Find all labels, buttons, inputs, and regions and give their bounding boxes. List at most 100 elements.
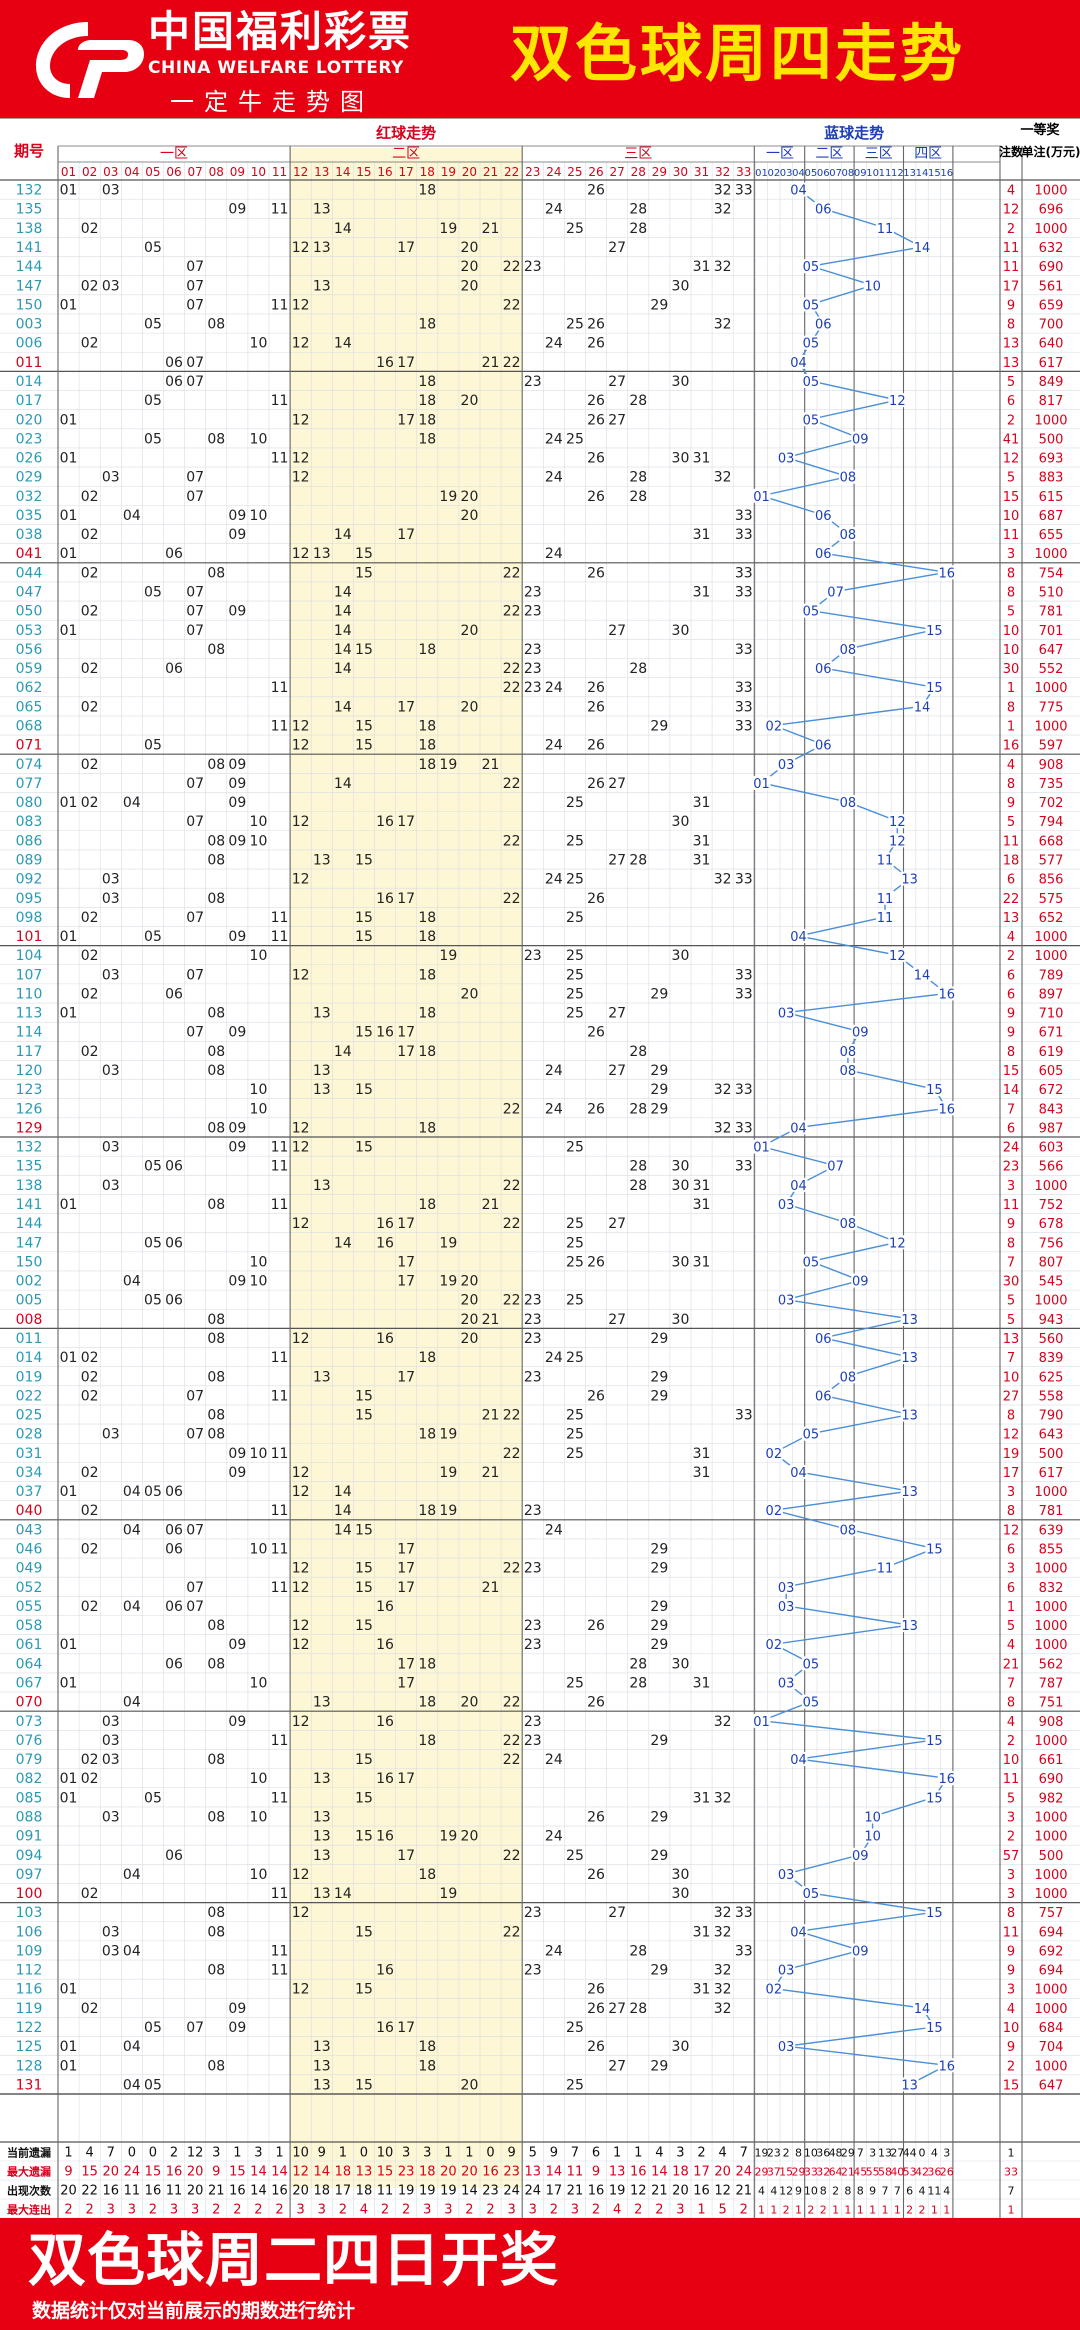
red-ball: 18 xyxy=(418,2039,436,2055)
prize-count: 13 xyxy=(1003,1332,1020,1347)
blue-ball-halo xyxy=(801,1886,820,1901)
red-ball: 17 xyxy=(397,1848,415,1864)
red-ball: 20 xyxy=(461,240,479,256)
issue-number: 083 xyxy=(16,814,43,830)
blue-ball: 04 xyxy=(790,1121,807,1136)
blue-ball-halo xyxy=(900,1407,919,1422)
red-ball: 02 xyxy=(81,1369,99,1385)
issue-number: 138 xyxy=(16,221,43,237)
red-ball: 20 xyxy=(461,278,479,294)
blue-ball: 12 xyxy=(889,394,906,409)
red-ball: 18 xyxy=(418,183,436,199)
red-ball: 17 xyxy=(397,527,415,543)
red-ball: 07 xyxy=(186,374,204,390)
red-ball: 25 xyxy=(566,986,584,1002)
prize-count: 3 xyxy=(1007,547,1015,562)
issue-number: 061 xyxy=(16,1637,43,1653)
red-stat-value: 1 xyxy=(465,2146,473,2161)
prize-count: 5 xyxy=(1007,1294,1015,1309)
table-row: 076 03 11 18 22 23 29 15 2 1000 xyxy=(16,1733,1068,1749)
red-ball: 22 xyxy=(503,1408,521,1424)
red-number-header: 26 xyxy=(588,165,603,179)
red-ball: 28 xyxy=(629,1101,647,1117)
issue-number: 065 xyxy=(16,699,43,715)
red-stat-value: 3 xyxy=(676,2146,684,2161)
blue-ball: 02 xyxy=(766,719,783,734)
red-number-header: 14 xyxy=(335,165,350,179)
red-ball: 08 xyxy=(207,2058,225,2074)
red-ball: 26 xyxy=(587,2001,605,2017)
prize-count: 8 xyxy=(1007,318,1015,333)
red-ball: 13 xyxy=(313,1829,331,1845)
red-stat-value: 16 xyxy=(166,2165,183,2180)
issue-number: 125 xyxy=(16,2039,43,2055)
prize-count: 17 xyxy=(1003,1466,1020,1481)
blue-ball: 04 xyxy=(790,1466,807,1481)
red-stat-value: 4 xyxy=(86,2146,94,2161)
red-ball: 25 xyxy=(566,1293,584,1309)
red-ball: 30 xyxy=(672,1867,690,1883)
red-ball: 12 xyxy=(292,872,310,888)
red-stat-value: 10 xyxy=(377,2146,394,2161)
red-ball: 12 xyxy=(292,1140,310,1156)
blue-ball: 08 xyxy=(840,471,857,486)
blue-stat-extra: 7 xyxy=(1008,2185,1015,2198)
red-ball: 22 xyxy=(503,680,521,696)
red-ball: 05 xyxy=(144,2077,162,2093)
red-stat-value: 16 xyxy=(588,2184,605,2199)
red-ball: 19 xyxy=(439,1465,457,1481)
blue-ball-halo xyxy=(814,661,833,676)
red-stat-value: 12 xyxy=(714,2184,731,2199)
issue-number: 086 xyxy=(16,833,43,849)
blue-stat-value: 45 xyxy=(853,2166,867,2179)
red-ball: 26 xyxy=(587,1982,605,1998)
red-ball: 26 xyxy=(587,1025,605,1041)
red-number-header: 17 xyxy=(399,165,414,179)
red-ball: 15 xyxy=(355,565,373,581)
prize-amount: 807 xyxy=(1039,1255,1064,1270)
prize-amount: 756 xyxy=(1039,1236,1064,1251)
issue-number: 126 xyxy=(16,1101,43,1117)
blue-ball-halo xyxy=(801,297,820,312)
red-ball: 19 xyxy=(439,1503,457,1519)
table-row: 138 03 13 22 28 30 31 04 3 1000 xyxy=(16,1178,1068,1194)
red-ball: 01 xyxy=(60,1484,78,1500)
red-ball: 02 xyxy=(81,604,99,620)
red-number-header: 31 xyxy=(694,165,709,179)
prize-count: 6 xyxy=(1007,1581,1015,1596)
red-ball: 23 xyxy=(524,1618,542,1634)
red-ball: 18 xyxy=(418,757,436,773)
red-ball: 18 xyxy=(418,1197,436,1213)
blue-ball: 13 xyxy=(901,873,918,888)
red-ball: 04 xyxy=(123,1484,141,1500)
prize-count: 27 xyxy=(1003,1389,1020,1404)
red-ball: 15 xyxy=(355,1140,373,1156)
blue-ball: 10 xyxy=(864,279,881,294)
red-ball: 01 xyxy=(60,1006,78,1022)
red-ball: 32 xyxy=(714,872,732,888)
red-stat-value: 0 xyxy=(360,2146,368,2161)
red-ball: 01 xyxy=(60,1350,78,1366)
prize-count: 23 xyxy=(1003,1160,1020,1175)
red-ball: 09 xyxy=(228,508,246,524)
prize-count: 4 xyxy=(1007,1638,1015,1653)
red-ball: 02 xyxy=(81,1752,99,1768)
red-ball: 29 xyxy=(650,1809,668,1825)
blue-stat-value: 7 xyxy=(881,2185,888,2198)
red-ball: 18 xyxy=(418,1656,436,1672)
prize-amount: 1000 xyxy=(1034,1562,1067,1577)
red-ball: 01 xyxy=(60,623,78,639)
prize-count: 8 xyxy=(1007,1045,1015,1060)
red-ball: 08 xyxy=(207,1752,225,1768)
red-ball: 17 xyxy=(397,2020,415,2036)
red-ball: 06 xyxy=(165,1235,183,1251)
table-row: 100 02 11 13 14 19 30 05 3 1000 xyxy=(16,1886,1068,1902)
blue-ball: 05 xyxy=(803,1428,820,1443)
red-ball: 26 xyxy=(587,1254,605,1270)
blue-ball: 05 xyxy=(803,413,820,428)
prize-count: 18 xyxy=(1003,853,1020,868)
table-row: 056 08 14 15 18 23 33 08 10 647 xyxy=(16,642,1064,658)
red-ball: 09 xyxy=(228,2001,246,2017)
red-stat-value: 15 xyxy=(145,2165,162,2180)
red-ball: 26 xyxy=(587,393,605,409)
